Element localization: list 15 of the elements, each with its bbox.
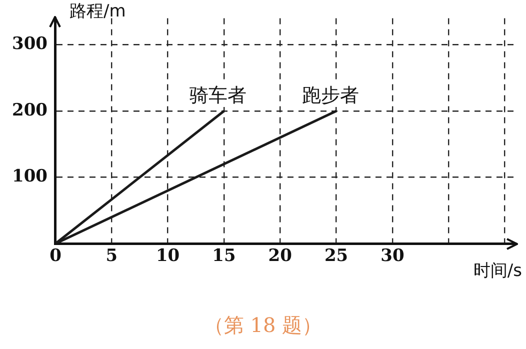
x-tick-label: 20 xyxy=(268,246,292,266)
x-axis-title: 时间/s xyxy=(473,261,522,282)
x-tick-label: 0 xyxy=(50,246,62,266)
series-label: 骑车者 xyxy=(189,84,246,106)
text: （第 18 题） xyxy=(202,312,324,339)
x-tick-label: 5 xyxy=(106,246,118,266)
y-axis-title: 路程/m xyxy=(69,1,126,22)
x-tick-label: 15 xyxy=(212,246,236,266)
series-label: 跑步者 xyxy=(302,84,359,106)
y-tick-label: 200 xyxy=(12,100,48,120)
y-tick-label: 300 xyxy=(12,34,48,54)
x-tick-label: 25 xyxy=(324,246,348,266)
x-tick-label: 30 xyxy=(380,246,404,266)
x-tick-label: 10 xyxy=(156,246,180,266)
y-tick-label: 100 xyxy=(12,166,48,187)
